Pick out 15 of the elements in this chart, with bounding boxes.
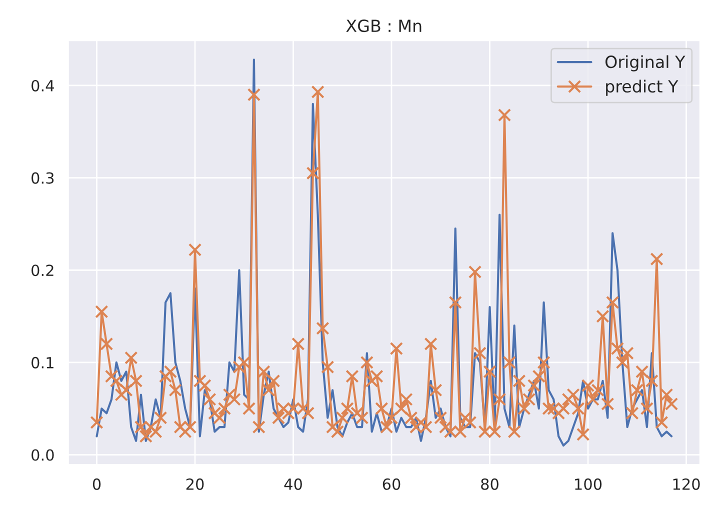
y-tick-label: 0.1 bbox=[32, 356, 54, 368]
x-tick-label: 80 bbox=[481, 478, 498, 490]
legend-label: predict Y bbox=[606, 80, 678, 96]
x-tick-label: 0 bbox=[92, 478, 101, 490]
x-tick-label: 20 bbox=[186, 478, 204, 490]
y-tick-label: 0.3 bbox=[32, 172, 54, 184]
y-tick-label: 0.0 bbox=[32, 449, 54, 461]
x-tick-label: 60 bbox=[382, 478, 400, 490]
x-tick-label: 120 bbox=[673, 478, 700, 490]
x-tick-label: 40 bbox=[284, 478, 302, 490]
legend-label: Original Y bbox=[605, 55, 686, 72]
y-tick-label: 0.4 bbox=[32, 80, 54, 92]
y-tick-label: 0.2 bbox=[32, 264, 54, 276]
chart-title: XGB : Mn bbox=[346, 20, 422, 32]
x-tick-label: 100 bbox=[575, 478, 602, 490]
